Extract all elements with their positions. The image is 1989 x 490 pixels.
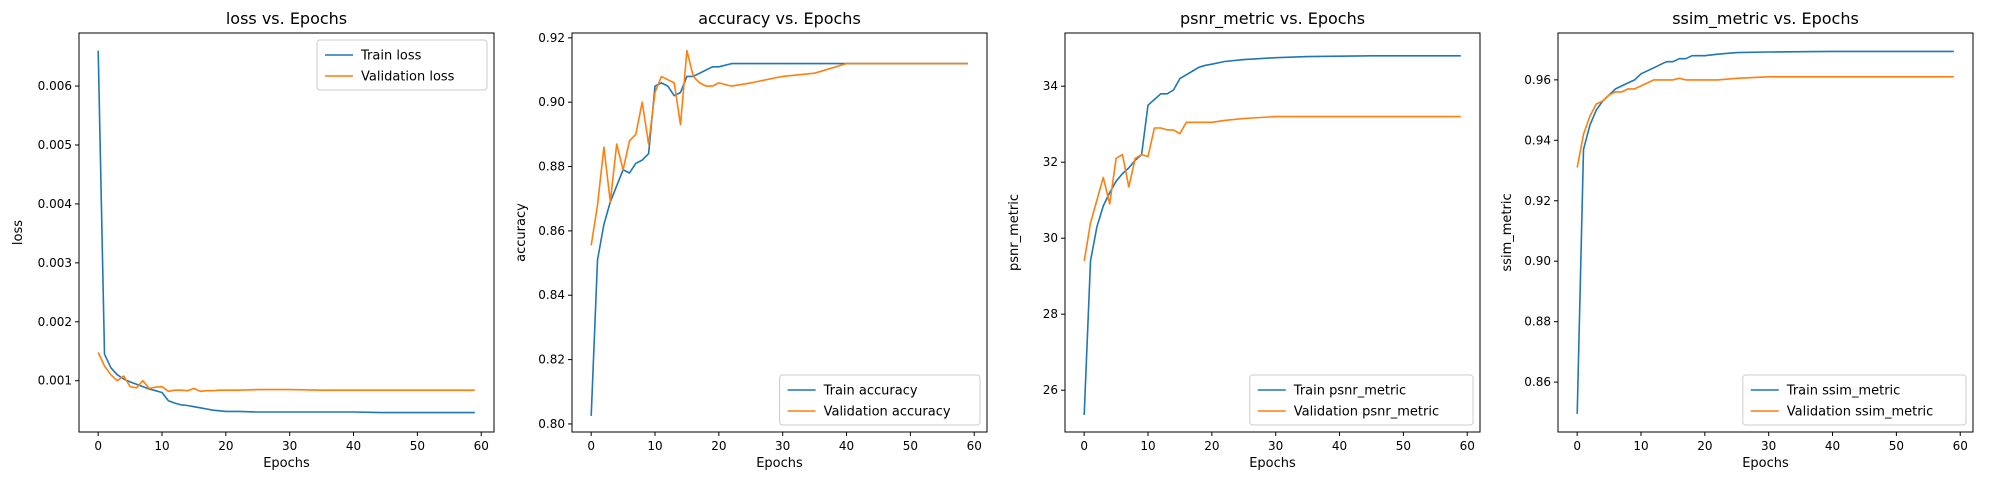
- chart1-legend: Train accuracy Validation accuracy: [779, 374, 981, 426]
- chart3-ytick-label: 0.94: [1524, 133, 1551, 147]
- chart2-series-train-line: [1083, 54, 1461, 415]
- chart1-legend-box: [779, 374, 981, 426]
- chart2-ytick-label: 26: [1043, 383, 1058, 397]
- chart0-ytick-label: 0.005: [38, 138, 72, 152]
- chart2-xtick-label: 0: [1080, 439, 1088, 453]
- chart3-xtick-label: 20: [1697, 439, 1712, 453]
- chart2-legend-box: [1249, 374, 1474, 426]
- chart0-ytick-label: 0.001: [38, 374, 72, 388]
- chart0-xtick-label: 50: [410, 439, 425, 453]
- chart3-xlabel: Epochs: [1742, 456, 1789, 471]
- chart0-xtick-label: 0: [94, 439, 102, 453]
- chart1-ytick-label: 0.88: [538, 160, 565, 174]
- chart2-xtick-label: 20: [1204, 439, 1219, 453]
- chart2-ytick-label: 34: [1043, 79, 1058, 93]
- chart3-axes-frame: [1557, 32, 1974, 433]
- chart2-xtick-label: 60: [1460, 439, 1475, 453]
- chart3-legend-label: Train ssim_metric: [1786, 384, 1901, 399]
- chart3-xtick-label: 10: [1633, 439, 1648, 453]
- chart0-xtick-label: 60: [474, 439, 489, 453]
- chart1-series-train-line: [590, 62, 968, 416]
- chart1-ytick-label: 0.80: [538, 417, 565, 431]
- chart2-axes-frame: [1064, 32, 1481, 433]
- chart1-ylabel: accuracy: [514, 203, 529, 262]
- chart3-ytick-label: 0.90: [1524, 254, 1551, 268]
- chart1-xtick-label: 20: [711, 439, 726, 453]
- chart1-xtick-label: 60: [967, 439, 982, 453]
- chart0-xlabel: Epochs: [263, 456, 310, 471]
- chart0-xtick-label: 40: [346, 439, 361, 453]
- chart2-xtick-label: 40: [1332, 439, 1347, 453]
- chart2-xtick-label: 50: [1396, 439, 1411, 453]
- chart0-title: loss vs. Epochs: [226, 9, 347, 28]
- chart1-xlabel: Epochs: [756, 456, 803, 471]
- chart1-legend-label: Train accuracy: [823, 384, 918, 399]
- chart0-ytick-label: 0.003: [38, 256, 72, 270]
- chart3-ytick-label: 0.88: [1524, 315, 1551, 329]
- chart2-xtick-label: 30: [1268, 439, 1283, 453]
- chart2-series-validation-line: [1083, 115, 1461, 262]
- chart1-panel: accuracy vs. Epochs 0 10 20 30 40 50 60 0.80 0.82…: [514, 9, 988, 471]
- chart0-legend-box: [316, 39, 488, 91]
- chart3-ylabel: ssim_metric: [1500, 193, 1515, 271]
- chart1-xtick-label: 40: [839, 439, 854, 453]
- chart2-legend-label: Validation psnr_metric: [1294, 405, 1439, 420]
- chart1-legend-label: Validation accuracy: [824, 405, 951, 420]
- chart3-title: ssim_metric vs. Epochs: [1672, 9, 1859, 29]
- chart1-ytick-label: 0.82: [538, 353, 565, 367]
- chart0-legend-label: Train loss: [360, 49, 422, 64]
- chart0-legend: Train loss Validation loss: [316, 39, 488, 91]
- chart3-series-train-line: [1576, 50, 1954, 414]
- chart1-xtick-label: 30: [775, 439, 790, 453]
- chart1-xtick-label: 0: [587, 439, 595, 453]
- chart0-xtick-label: 30: [282, 439, 297, 453]
- chart3-legend-label: Validation ssim_metric: [1787, 405, 1934, 420]
- chart2-legend-label: Train psnr_metric: [1293, 384, 1406, 399]
- chart2-panel: psnr_metric vs. Epochs 0 10 20 30 40 50 60 26 28 3…: [1007, 9, 1481, 471]
- chart3-xtick-label: 60: [1953, 439, 1968, 453]
- chart3-xtick-label: 50: [1889, 439, 1904, 453]
- chart0-series-validation-line: [97, 352, 475, 393]
- chart0-ytick-label: 0.006: [38, 79, 72, 93]
- chart3-series-validation-line: [1576, 76, 1954, 168]
- chart2-ylabel: psnr_metric: [1007, 194, 1022, 271]
- chart1-ytick-label: 0.86: [538, 224, 565, 238]
- chart3-panel: ssim_metric vs. Epochs 0 10 20 30 40 50 60 0.86 0…: [1500, 9, 1974, 471]
- chart2-ytick-label: 32: [1043, 155, 1058, 169]
- chart3-ytick-label: 0.92: [1524, 194, 1551, 208]
- chart1-ytick-label: 0.90: [538, 95, 565, 109]
- chart0-ytick-label: 0.002: [38, 315, 72, 329]
- chart1-ytick-label: 0.92: [538, 31, 565, 45]
- chart1-series-validation-line: [590, 49, 968, 246]
- chart2-title: psnr_metric vs. Epochs: [1180, 9, 1365, 29]
- chart3-ytick-label: 0.96: [1524, 73, 1551, 87]
- chart1-ytick-label: 0.84: [538, 288, 565, 302]
- chart0-panel: loss vs. Epochs 0 10 20 30 40 50 60 0.001 0.002 0.…: [11, 9, 495, 471]
- chart1-xtick-label: 10: [647, 439, 662, 453]
- chart3-xtick-label: 30: [1761, 439, 1776, 453]
- chart0-ylabel: loss: [11, 220, 26, 245]
- chart1-title: accuracy vs. Epochs: [698, 9, 861, 28]
- chart3-ytick-label: 0.86: [1524, 375, 1551, 389]
- chart0-ytick-label: 0.004: [38, 197, 72, 211]
- chart3-legend: Train ssim_metric Validation ssim_metric: [1742, 374, 1967, 426]
- chart0-xtick-label: 20: [218, 439, 233, 453]
- chart0-legend-label: Validation loss: [361, 70, 455, 85]
- chart2-xtick-label: 10: [1140, 439, 1155, 453]
- chart1-axes-frame: [571, 32, 988, 433]
- chart2-ytick-label: 30: [1043, 231, 1058, 245]
- chart2-legend: Train psnr_metric Validation psnr_metric: [1249, 374, 1474, 426]
- chart3-xtick-label: 40: [1825, 439, 1840, 453]
- chart2-xlabel: Epochs: [1249, 456, 1296, 471]
- chart0-series-train-line: [97, 50, 475, 414]
- chart3-xtick-label: 0: [1573, 439, 1581, 453]
- chart3-legend-box: [1742, 374, 1967, 426]
- chart1-xtick-label: 50: [903, 439, 918, 453]
- chart0-xtick-label: 10: [154, 439, 169, 453]
- chart2-ytick-label: 28: [1043, 307, 1058, 321]
- chart0-axes-frame: [78, 32, 495, 433]
